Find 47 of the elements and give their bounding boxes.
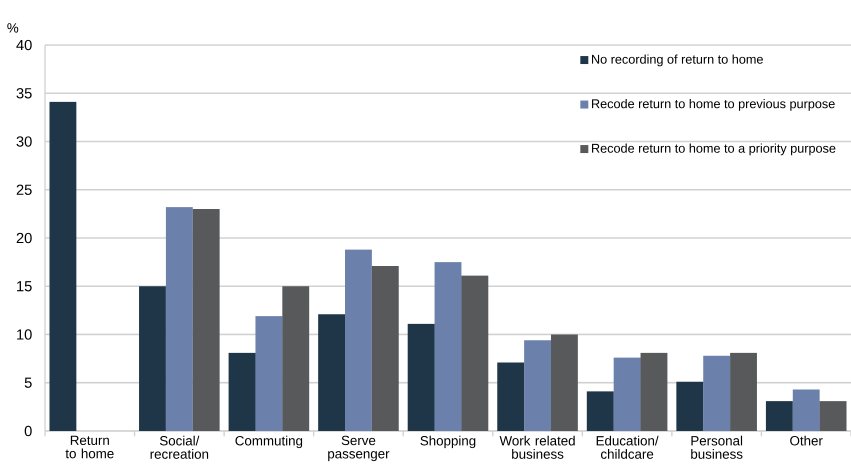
bar [139,286,166,431]
bar [434,262,462,431]
y-tick-label: 0 [24,426,32,436]
bar [166,207,193,431]
bar [497,362,524,431]
x-tick-label: Other [790,436,823,446]
bar [318,314,346,431]
bar [792,389,820,431]
legend-label: Recode return to home to previous purpose [592,98,835,111]
x-tick-label: Work related business [500,436,575,459]
y-tick-label: 40 [16,40,32,50]
bar [255,316,282,431]
x-tick-label: Commuting [235,436,302,448]
x-tick-label: Social/ recreation [150,436,208,459]
y-tick-label: 15 [17,281,32,292]
bar [282,286,310,431]
bar [766,401,793,431]
bar [586,391,614,431]
bar [345,250,372,431]
bar [461,276,488,431]
x-tick-label: Return to home [66,436,114,458]
bar [550,334,578,431]
bar [228,352,256,431]
y-tick-label: 35 [16,88,32,98]
bar [703,356,730,431]
y-tick-label: 30 [16,136,32,147]
x-tick-label: Personal business [691,436,742,459]
bar [730,352,757,431]
bar [676,382,704,431]
bar [49,102,76,431]
y-tick-label: 5 [24,378,32,388]
bar [820,401,847,431]
y-tick-label: 25 [16,184,32,195]
y-tick-label: 20 [16,232,32,244]
bar [408,324,435,431]
y-tick-label: 10 [17,329,32,340]
legend-label: Recode return to home to a priority purpose [592,143,836,156]
legend-label: No recording of return to home [592,54,763,66]
x-tick-label: Serve passenger [328,436,390,462]
bar [192,209,220,431]
x-tick-label: Education/ childcare [596,436,659,459]
bar [372,266,399,431]
bar [640,352,668,431]
y-axis-title: % [7,23,18,33]
bar [614,358,641,431]
bar [524,340,551,431]
x-tick-label: Shopping [420,436,476,448]
